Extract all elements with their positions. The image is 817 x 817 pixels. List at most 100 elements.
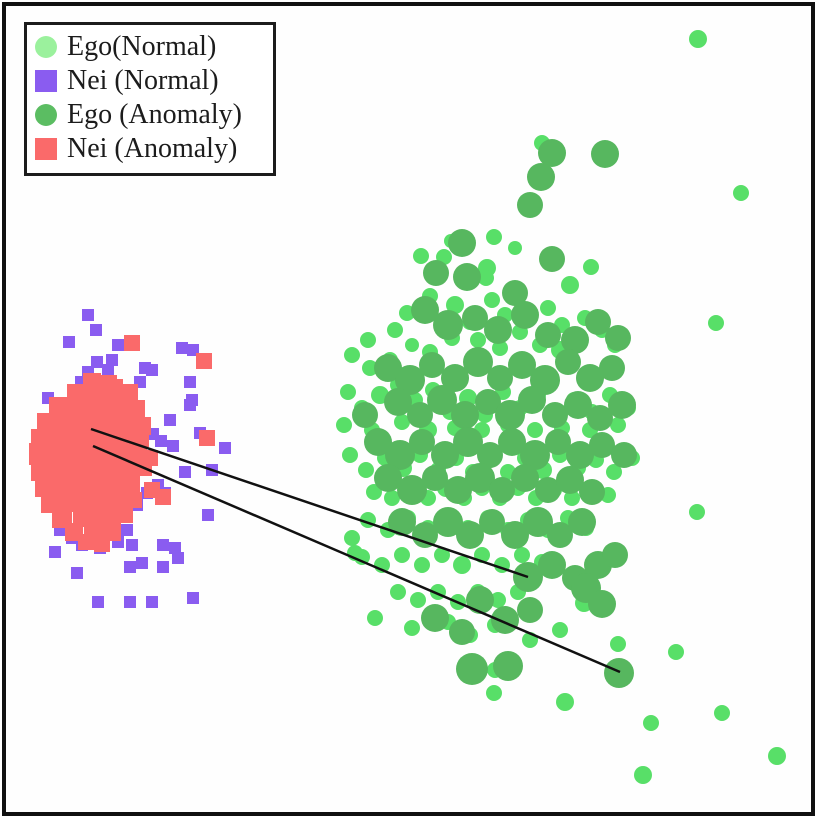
data-point-ego-anomaly bbox=[456, 653, 488, 685]
data-point-ego-normal bbox=[552, 622, 568, 638]
data-point-ego-anomaly bbox=[566, 441, 594, 469]
data-point-nei-normal bbox=[167, 440, 179, 452]
data-point-ego-normal bbox=[668, 644, 684, 660]
data-point-ego-normal bbox=[689, 30, 707, 48]
data-point-nei-normal bbox=[126, 539, 138, 551]
data-point-ego-normal bbox=[367, 610, 383, 626]
data-point-ego-normal bbox=[486, 229, 502, 245]
data-point-ego-anomaly bbox=[395, 365, 425, 395]
data-point-ego-normal bbox=[514, 547, 530, 563]
data-point-nei-normal bbox=[164, 414, 176, 426]
data-point-ego-normal bbox=[527, 422, 543, 438]
data-point-ego-normal bbox=[399, 305, 415, 321]
data-point-nei-normal bbox=[184, 376, 196, 388]
data-point-ego-anomaly bbox=[462, 305, 488, 331]
data-point-ego-normal bbox=[540, 300, 556, 316]
data-point-ego-anomaly bbox=[433, 310, 463, 340]
nei-anomaly-swatch-icon bbox=[35, 138, 57, 160]
data-point-ego-anomaly bbox=[605, 325, 631, 351]
data-point-ego-normal bbox=[634, 766, 652, 784]
data-point-ego-normal bbox=[390, 584, 406, 600]
data-point-ego-anomaly bbox=[489, 477, 515, 503]
data-point-nei-normal bbox=[179, 466, 191, 478]
data-point-ego-anomaly bbox=[411, 296, 439, 324]
data-point-nei-normal bbox=[146, 364, 158, 376]
data-point-nei-anomaly bbox=[199, 430, 215, 446]
data-point-ego-normal bbox=[708, 315, 724, 331]
data-point-ego-anomaly bbox=[511, 301, 539, 329]
data-point-ego-normal bbox=[478, 270, 494, 286]
data-point-nei-anomaly bbox=[78, 534, 94, 550]
data-point-ego-anomaly bbox=[487, 365, 513, 391]
data-point-ego-anomaly bbox=[611, 442, 637, 468]
data-point-ego-anomaly bbox=[561, 326, 589, 354]
data-point-nei-normal bbox=[172, 552, 184, 564]
data-point-ego-anomaly bbox=[547, 522, 573, 548]
data-point-ego-normal bbox=[344, 347, 360, 363]
data-point-ego-anomaly bbox=[453, 263, 481, 291]
data-point-ego-normal bbox=[689, 504, 705, 520]
legend-label: Ego (Anomaly) bbox=[67, 99, 242, 130]
data-point-ego-anomaly bbox=[538, 551, 566, 579]
data-point-ego-normal bbox=[362, 360, 378, 376]
data-point-nei-normal bbox=[184, 399, 196, 411]
data-point-ego-anomaly bbox=[451, 401, 479, 429]
data-point-ego-anomaly bbox=[484, 316, 512, 344]
data-point-ego-normal bbox=[768, 747, 786, 765]
data-point-ego-normal bbox=[394, 547, 410, 563]
data-point-ego-anomaly bbox=[465, 463, 495, 493]
data-point-ego-anomaly bbox=[364, 428, 392, 456]
legend-item-nei-normal: Nei (Normal) bbox=[35, 64, 267, 98]
data-point-nei-normal bbox=[169, 542, 181, 554]
data-point-ego-anomaly bbox=[604, 658, 634, 688]
data-point-ego-normal bbox=[583, 259, 599, 275]
connection-line bbox=[92, 444, 621, 674]
data-point-nei-anomaly bbox=[196, 353, 212, 369]
data-point-ego-normal bbox=[556, 693, 574, 711]
legend-label: Nei (Anomaly) bbox=[67, 133, 238, 164]
data-point-ego-normal bbox=[404, 620, 420, 636]
data-point-nei-normal bbox=[106, 354, 118, 366]
data-point-ego-anomaly bbox=[449, 619, 475, 645]
data-point-ego-anomaly bbox=[585, 309, 611, 335]
data-point-ego-normal bbox=[405, 338, 419, 352]
data-point-ego-anomaly bbox=[538, 139, 566, 167]
data-point-ego-anomaly bbox=[589, 432, 615, 458]
data-point-ego-anomaly bbox=[423, 260, 449, 286]
connection-line bbox=[90, 427, 529, 579]
data-point-ego-normal bbox=[610, 636, 626, 652]
data-point-ego-normal bbox=[606, 464, 622, 480]
data-point-ego-anomaly bbox=[385, 440, 415, 470]
data-point-ego-anomaly bbox=[431, 441, 459, 469]
data-point-nei-normal bbox=[146, 596, 158, 608]
data-point-ego-normal bbox=[561, 276, 579, 294]
data-point-ego-anomaly bbox=[588, 590, 616, 618]
data-point-ego-anomaly bbox=[422, 465, 448, 491]
data-point-ego-anomaly bbox=[444, 476, 472, 504]
data-point-ego-anomaly bbox=[441, 364, 469, 392]
data-point-ego-anomaly bbox=[479, 509, 505, 535]
data-point-ego-anomaly bbox=[502, 280, 528, 306]
legend-box: Ego(Normal) Nei (Normal) Ego (Anomaly) N… bbox=[24, 22, 276, 176]
data-point-ego-anomaly bbox=[456, 521, 484, 549]
data-point-ego-normal bbox=[342, 447, 358, 463]
data-point-ego-anomaly bbox=[545, 429, 571, 455]
data-point-nei-anomaly bbox=[131, 429, 149, 447]
data-point-ego-anomaly bbox=[409, 429, 435, 455]
data-point-ego-anomaly bbox=[542, 402, 568, 428]
data-point-ego-anomaly bbox=[579, 479, 605, 505]
data-point-ego-normal bbox=[434, 547, 450, 563]
data-point-ego-anomaly bbox=[564, 391, 592, 419]
data-point-nei-normal bbox=[202, 509, 214, 521]
data-point-ego-normal bbox=[384, 490, 400, 506]
data-point-ego-normal bbox=[643, 715, 659, 731]
data-point-ego-anomaly bbox=[466, 586, 494, 614]
data-point-nei-normal bbox=[219, 442, 231, 454]
data-point-ego-anomaly bbox=[427, 385, 457, 415]
data-point-ego-anomaly bbox=[518, 386, 546, 414]
data-point-ego-anomaly bbox=[527, 163, 555, 191]
data-point-nei-normal bbox=[82, 309, 94, 321]
data-point-ego-anomaly bbox=[407, 402, 433, 428]
data-point-ego-anomaly bbox=[535, 322, 561, 348]
data-point-nei-normal bbox=[49, 546, 61, 558]
